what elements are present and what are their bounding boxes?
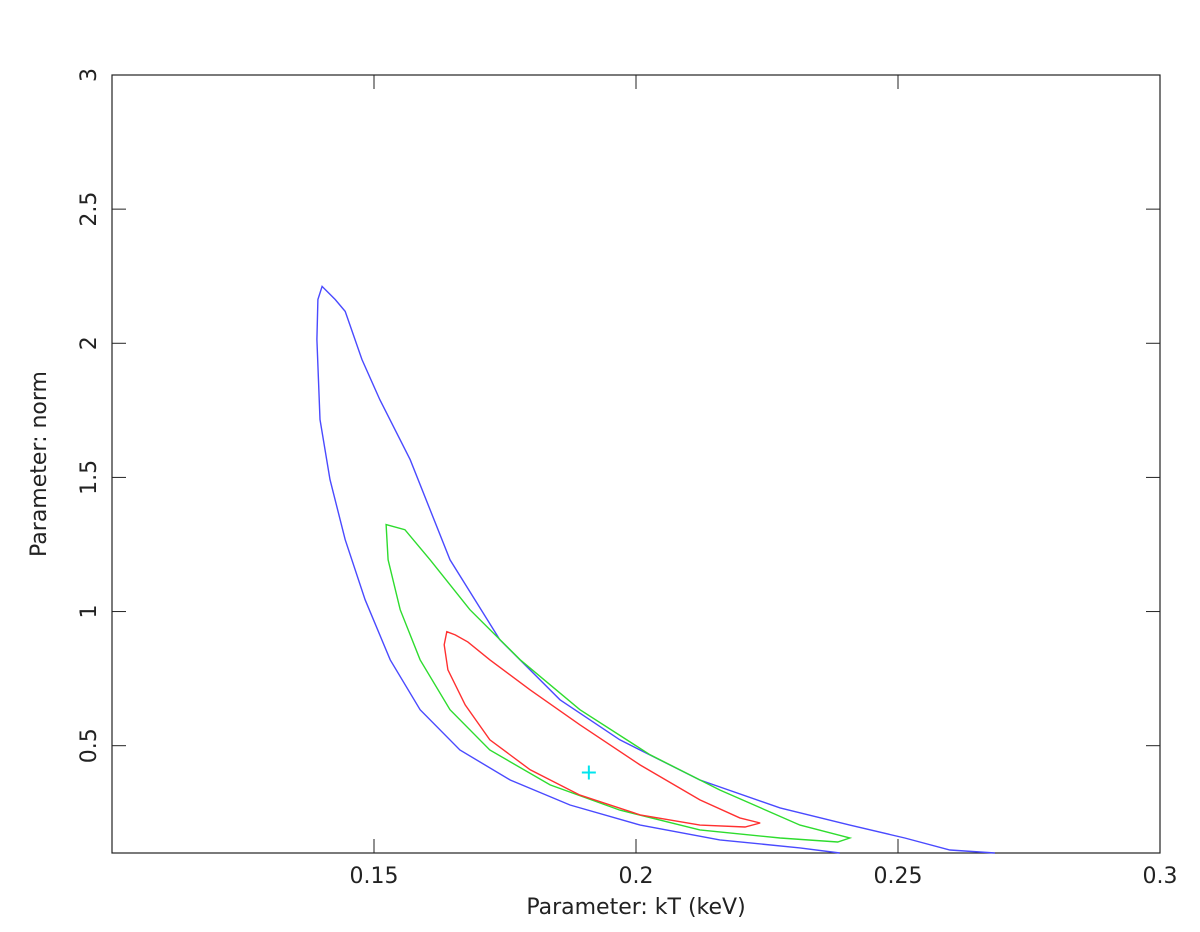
- plot-frame: [111, 74, 1161, 854]
- y-tick-label: 2.5: [77, 192, 102, 227]
- contour-line: [385, 523, 853, 843]
- contour-line: [443, 630, 761, 828]
- y-tick-label: 1: [77, 605, 102, 619]
- x-tick-label: 0.15: [350, 864, 399, 889]
- y-axis-label: Parameter: norm: [27, 371, 52, 557]
- y-tick-label: 3: [77, 68, 102, 82]
- y-tick-label: 0.5: [77, 728, 102, 763]
- x-tick-label: 0.2: [619, 864, 654, 889]
- contour-line: [316, 285, 995, 854]
- x-tick-label: 0.3: [1143, 864, 1178, 889]
- y-tick-label: 1.5: [77, 460, 102, 495]
- x-axis-label: Parameter: kT (keV): [526, 895, 745, 920]
- x-tick-label: 0.25: [874, 864, 923, 889]
- y-tick-label: 2: [77, 336, 102, 350]
